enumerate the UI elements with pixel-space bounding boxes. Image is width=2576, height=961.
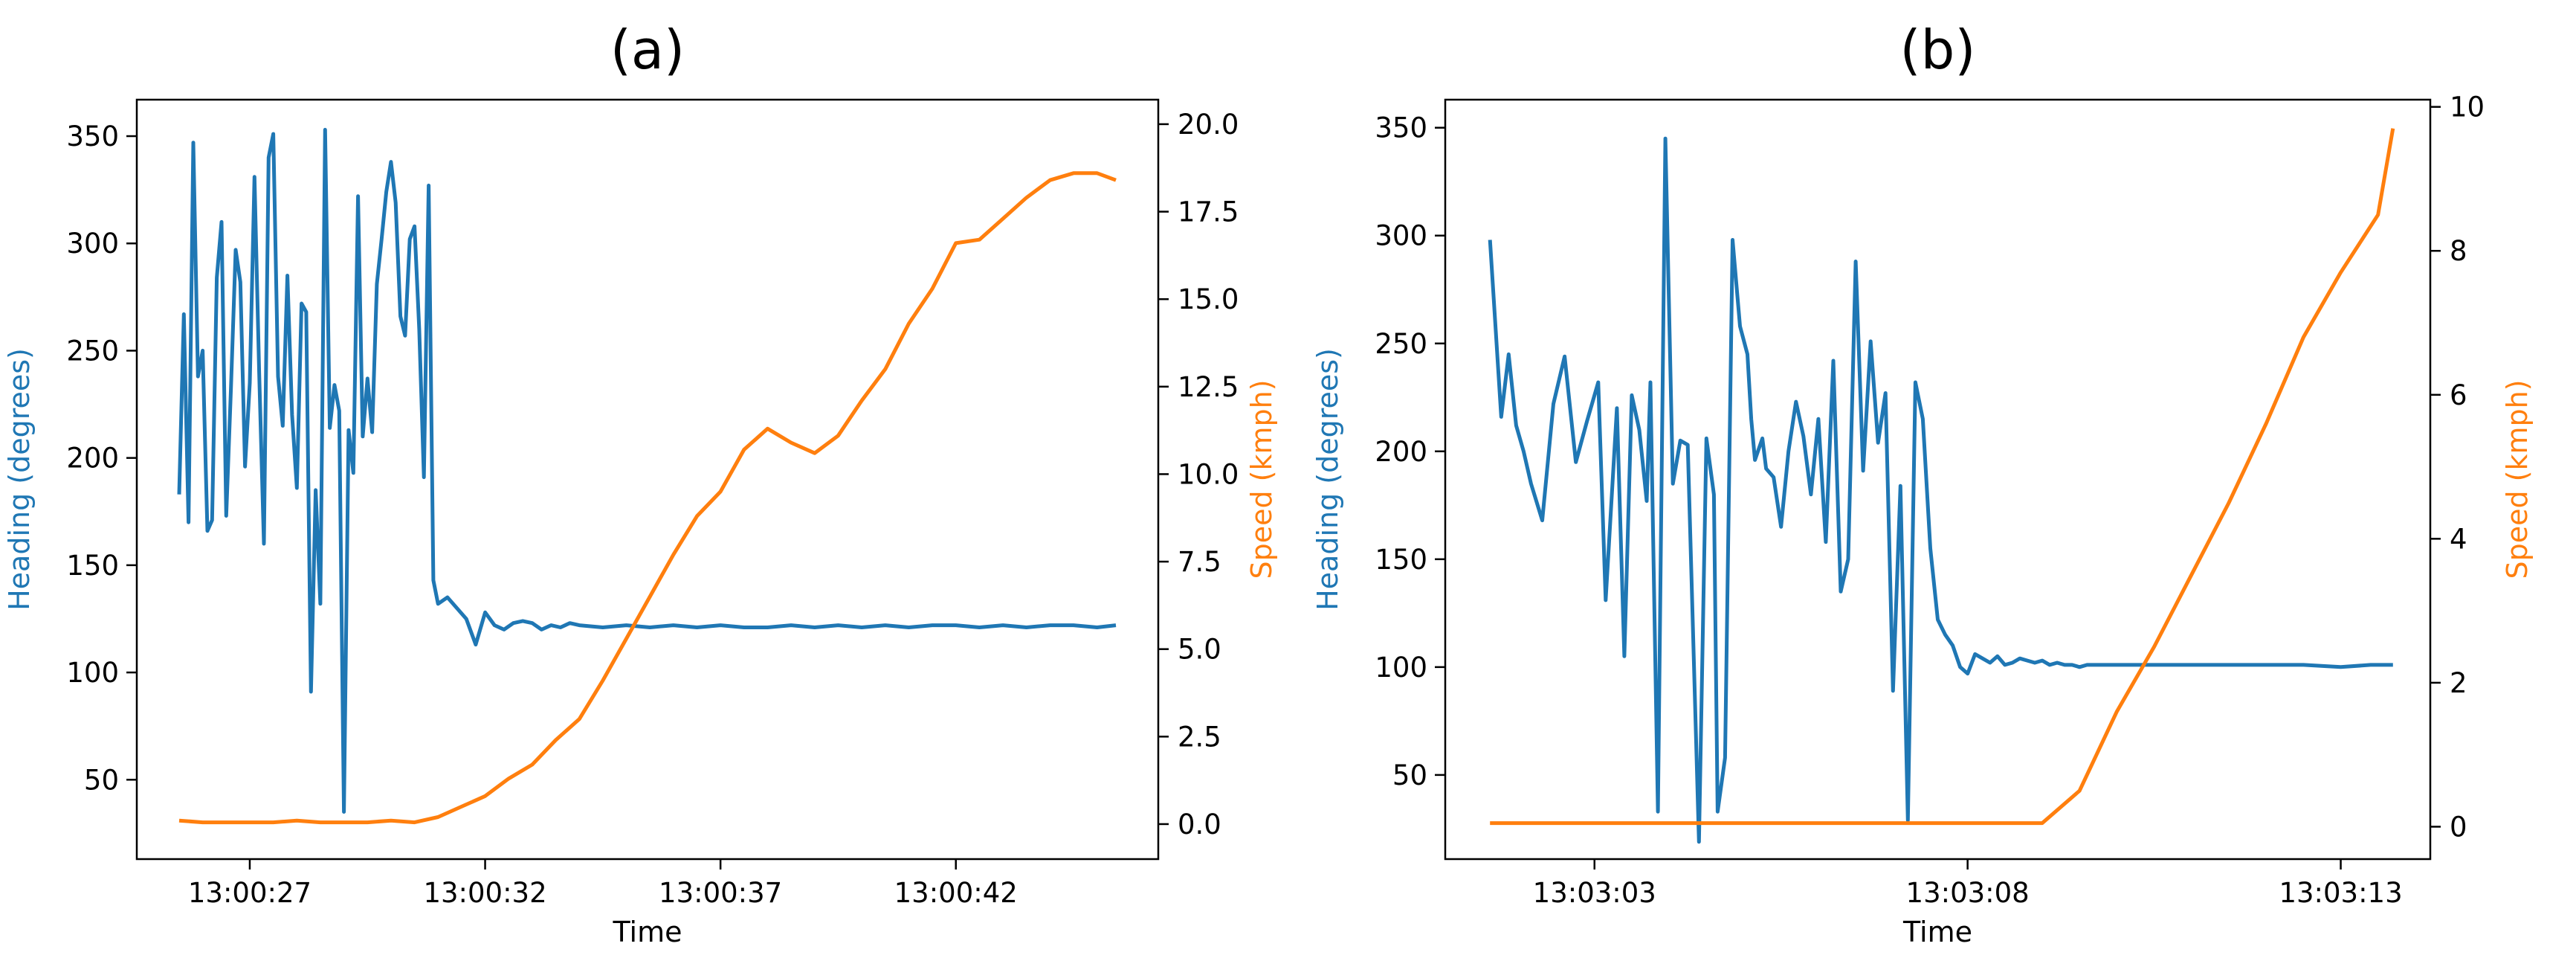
speed-line (178, 171, 1117, 825)
y-right-tick-label: 2 (2450, 667, 2467, 699)
x-tick-label: 13:03:13 (2279, 877, 2402, 909)
y-right-axis-label: Speed (kmph) (2501, 379, 2534, 579)
plot-frame (1444, 98, 2432, 861)
y-left-tick-label: 50 (1392, 759, 1427, 791)
x-tick-label: 13:00:27 (188, 877, 311, 909)
y-right-tick-label: 5.0 (1178, 634, 1221, 666)
plot-frame (135, 98, 1160, 861)
y-right-tick-label: 6 (2450, 379, 2467, 411)
y-left-axis-label: Heading (degrees) (1311, 348, 1344, 611)
y-left-tick-label: 200 (66, 443, 119, 475)
y-left-tick-label: 150 (1375, 544, 1427, 576)
y-right-tick-label: 7.5 (1178, 546, 1221, 578)
y-left-tick-label: 150 (66, 550, 119, 582)
x-tick-label: 13:00:37 (659, 877, 782, 909)
y-right-tick-label: 17.5 (1178, 196, 1239, 228)
chart-title: (a) (610, 19, 685, 81)
x-tick-label: 13:00:32 (423, 877, 546, 909)
y-left-axis-label: Heading (degrees) (3, 348, 36, 611)
x-tick-label: 13:03:08 (1906, 877, 2030, 909)
y-right-tick-label: 8 (2450, 235, 2467, 267)
y-right-tick-label: 2.5 (1178, 721, 1221, 753)
y-left-tick-label: 250 (1375, 328, 1427, 360)
y-right-tick-label: 15.0 (1178, 283, 1239, 315)
x-axis-label: Time (1902, 916, 1972, 948)
y-right-tick-label: 4 (2450, 523, 2467, 555)
y-right-axis-label: Speed (kmph) (1245, 379, 1278, 579)
y-left-tick-label: 100 (66, 657, 119, 689)
y-left-tick-label: 200 (1375, 436, 1427, 468)
chart-title: (b) (1900, 19, 1976, 81)
heading-line (177, 127, 1117, 814)
y-left-tick-label: 300 (1375, 220, 1427, 252)
y-left-tick-label: 300 (66, 228, 119, 260)
y-right-tick-label: 10 (2450, 91, 2485, 123)
y-left-tick-label: 350 (1375, 112, 1427, 144)
x-axis-label: Time (613, 916, 682, 948)
y-right-tick-label: 0.0 (1178, 809, 1221, 841)
y-right-tick-label: 20.0 (1178, 109, 1239, 141)
y-right-tick-label: 12.5 (1178, 371, 1239, 403)
y-left-tick-label: 250 (66, 335, 119, 367)
panel-b: (b)13:03:03 13:03:08 13:03:13Time501001502… (1311, 19, 2534, 948)
x-tick-label: 13:00:42 (894, 877, 1018, 909)
y-left-tick-label: 100 (1375, 652, 1427, 684)
y-left-tick-label: 350 (66, 120, 119, 152)
y-right-tick-label: 0 (2450, 811, 2467, 843)
panel-a: (a) 13:00:27 13:00:32 13:00:37 13:00:42 Time 5… (3, 19, 1278, 948)
y-left-tick-label: 50 (84, 764, 119, 796)
heading-line (1488, 136, 2393, 844)
x-tick-label: 13:03:03 (1533, 877, 1656, 909)
y-right-tick-label: 10.0 (1178, 458, 1239, 490)
speed-line (1490, 128, 2395, 826)
